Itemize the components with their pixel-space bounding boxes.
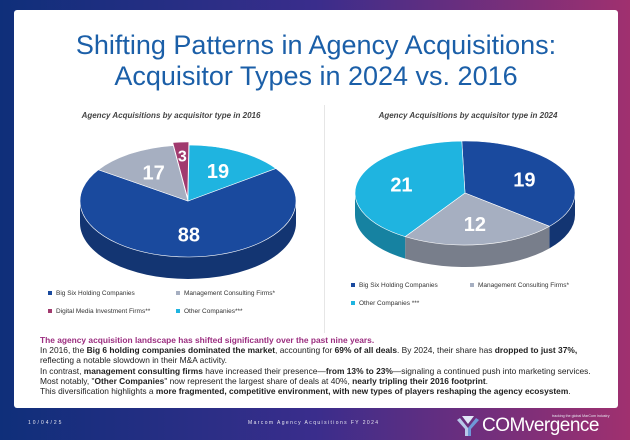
chart-title-2016: Agency Acquisitions by acquisitor type i… — [81, 111, 261, 120]
logo-wordmark: COMvergence — [482, 415, 600, 436]
legend-label-big-six-holding-companies: Big Six Holding Companies — [359, 282, 439, 289]
pie-side-big-six-holding-companies — [80, 201, 296, 279]
data-label-other-companies: 19 — [207, 161, 229, 183]
pie-chart-2024: 19 12 21 Big Six Holding Companies Managemen… — [351, 140, 576, 307]
comvergence-logo-icon — [457, 416, 479, 436]
pie-slice-big-six-holding-companies — [79, 168, 297, 258]
data-label-other-companies: 21 — [390, 175, 412, 197]
footer: 10/04/25 Marcom Agency Acquisitions FY 2… — [0, 412, 630, 440]
pie-slice-other-companies — [354, 140, 466, 237]
title-line-2: Acquisitor Types in 2024 vs. 2016 — [114, 61, 518, 91]
summary-lead: The agency acquisition landscape has shi… — [40, 335, 375, 345]
pie-side-other-companies — [355, 193, 406, 259]
page-title: Shifting Patterns in Agency Acquisitions… — [14, 30, 618, 92]
summary-paragraph-3: Most notably, "Other Companies" now repr… — [40, 375, 488, 386]
summary-paragraph-1: In 2016, the Big 6 holding companies dom… — [40, 345, 578, 366]
title-line-1: Shifting Patterns in Agency Acquisitions… — [75, 30, 557, 60]
comvergence-logo: COMvergence tracking the global MarCom i… — [456, 413, 620, 439]
legend-label-management-consulting-firms: Management Consulting Firms* — [478, 282, 570, 289]
legend-label-other-companies: Other Companies*** — [184, 308, 243, 315]
legend-label-big-six-holding-companies: Big Six Holding Companies — [56, 290, 136, 297]
legend-swatch-digital-media-investment-firms — [48, 309, 52, 313]
legend-label-management-consulting-firms: Management Consulting Firms* — [184, 290, 276, 297]
footer-date: 10/04/25 — [28, 420, 64, 426]
summary-paragraph-4: This diversification highlights a more f… — [40, 386, 571, 397]
data-label-big-six-holding-companies: 19 — [513, 169, 535, 191]
summary-text: The agency acquisition landscape has shi… — [40, 335, 612, 396]
data-label-digital-media-investment-firms: 3 — [178, 148, 187, 165]
pie-slice-management-consulting-firms — [404, 192, 551, 246]
chart-panel-2016: Agency Acquisitions by acquisitor type i… — [26, 105, 316, 333]
data-label-big-six-holding-companies: 88 — [178, 225, 200, 247]
pie-slice-digital-media-investment-firms — [172, 141, 190, 199]
legend-swatch-management-consulting-firms — [470, 283, 474, 287]
pie-side-big-six-holding-companies — [549, 193, 575, 249]
pie-slice-management-consulting-firms — [97, 145, 189, 202]
footer-title: Marcom Agency Acquisitions FY 2024 — [248, 420, 380, 426]
legend-swatch-other-companies — [176, 309, 180, 313]
slide: Shifting Patterns in Agency Acquisitions… — [14, 10, 618, 408]
legend-swatch-big-six-holding-companies — [48, 291, 52, 295]
legend-swatch-big-six-holding-companies — [351, 283, 355, 287]
pie-slice-big-six-holding-companies — [461, 140, 576, 227]
legend-label-other-companies: Other Companies *** — [359, 300, 420, 307]
data-label-management-consulting-firms: 17 — [143, 162, 165, 184]
pie-chart-2016: 88 17 3 19 Big Six Holding Companies Manageme… — [48, 141, 297, 315]
logo-tagline: tracking the global MarCom industry — [552, 414, 610, 418]
data-label-management-consulting-firms: 12 — [464, 214, 486, 236]
pie-slice-other-companies — [187, 144, 277, 202]
pie-side-management-consulting-firms — [405, 226, 550, 267]
legend-swatch-management-consulting-firms — [176, 291, 180, 295]
legend-label-digital-media-investment-firms: Digital Media Investment Firms** — [56, 308, 151, 315]
summary-paragraph-2: In contrast, management consulting firms… — [40, 365, 591, 376]
legend-swatch-other-companies — [351, 301, 355, 305]
chart-title-2024: Agency Acquisitions by acquisitor type i… — [378, 111, 558, 120]
chart-panel-2024: Agency Acquisitions by acquisitor type i… — [324, 105, 611, 333]
